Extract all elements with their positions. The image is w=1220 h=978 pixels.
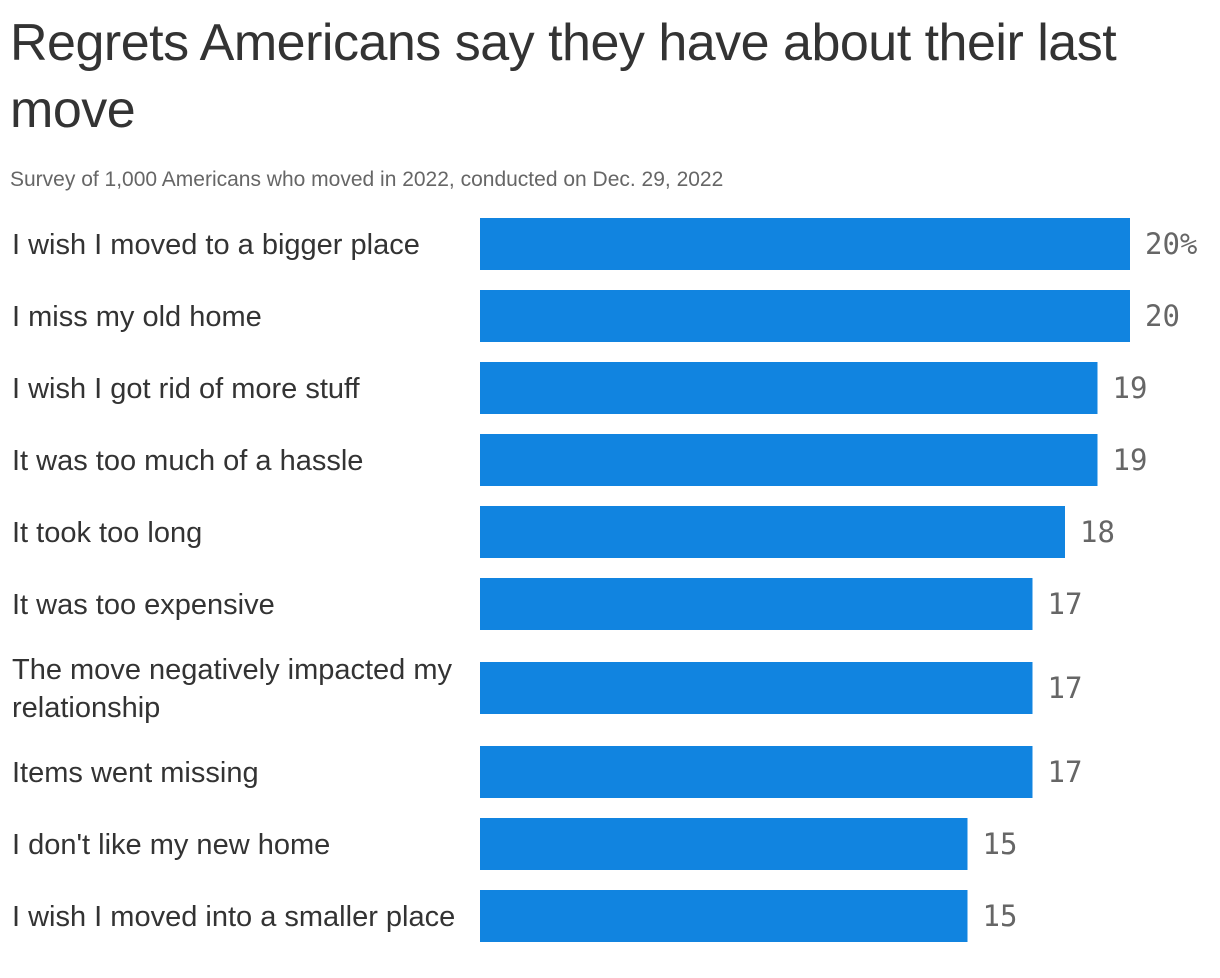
bar xyxy=(480,746,1033,798)
value-label: 17 xyxy=(1048,755,1083,789)
value-label: 17 xyxy=(1048,587,1083,621)
category-label: I wish I moved to a bigger place xyxy=(12,229,420,261)
category-label: It was too much of a hassle xyxy=(12,445,363,477)
bar xyxy=(480,890,968,942)
category-label: It took too long xyxy=(12,517,202,549)
bar xyxy=(480,506,1065,558)
category-label: I miss my old home xyxy=(12,301,262,333)
category-label: The move negatively impacted my relations… xyxy=(12,654,453,724)
chart-title: Regrets Americans say they have about th… xyxy=(10,14,1117,139)
category-label: I wish I got rid of more stuff xyxy=(12,373,361,405)
category-label: It was too expensive xyxy=(12,589,275,621)
value-label: 15 xyxy=(983,827,1018,861)
value-label: 20% xyxy=(1145,227,1197,261)
bar xyxy=(480,290,1130,342)
value-label: 19 xyxy=(1113,371,1148,405)
value-label: 17 xyxy=(1048,671,1083,705)
value-label: 20 xyxy=(1145,299,1180,333)
bar xyxy=(480,578,1033,630)
bar xyxy=(480,218,1130,270)
category-label: I wish I moved into a smaller place xyxy=(12,901,455,933)
value-label: 18 xyxy=(1080,515,1115,549)
bar xyxy=(480,662,1033,714)
category-label: Items went missing xyxy=(12,757,259,789)
category-label: I don't like my new home xyxy=(12,829,330,861)
bar xyxy=(480,818,968,870)
chart-subtitle: Survey of 1,000 Americans who moved in 2… xyxy=(10,168,724,191)
bar xyxy=(480,362,1098,414)
value-label: 15 xyxy=(983,899,1018,933)
value-label: 19 xyxy=(1113,443,1148,477)
bar xyxy=(480,434,1098,486)
